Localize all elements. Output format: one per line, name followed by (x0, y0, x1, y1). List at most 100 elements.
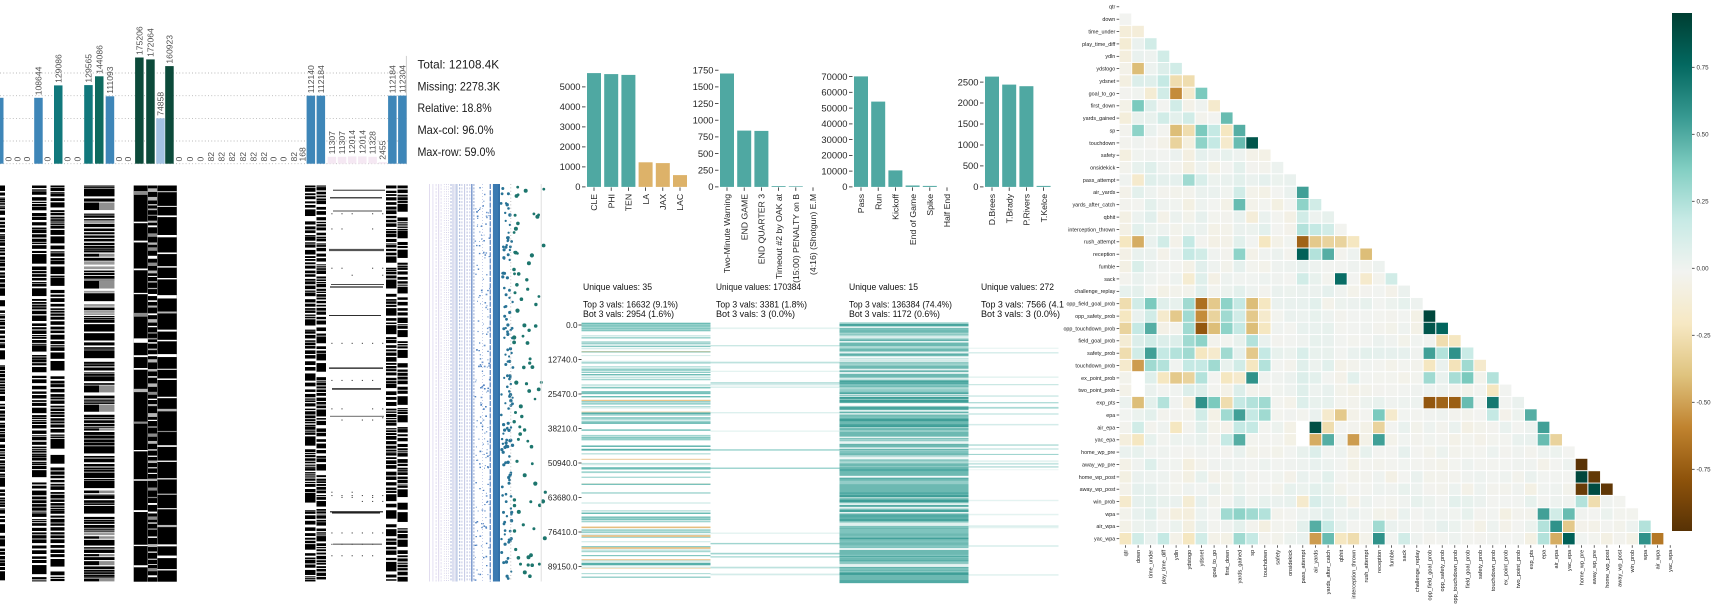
svg-text:0.25: 0.25 (1697, 199, 1710, 206)
svg-text:first_down: first_down (1091, 104, 1116, 110)
svg-text:sack: sack (1104, 277, 1115, 283)
svg-text:LA: LA (641, 194, 651, 205)
svg-text:away_wp_pre: away_wp_pre (1082, 462, 1115, 468)
svg-text:play_time_diff: play_time_diff (1082, 42, 1116, 48)
svg-text:11328: 11328 (368, 131, 378, 154)
svg-text:yards_gained: yards_gained (1083, 116, 1115, 122)
svg-text:5000: 5000 (560, 81, 581, 92)
svg-text:Total: 12108.4K: Total: 12108.4K (418, 59, 500, 72)
svg-text:Max-col: 96.0%: Max-col: 96.0% (418, 124, 494, 137)
svg-text:rush_attempt: rush_attempt (1084, 240, 1116, 246)
svg-text:Timeout #2 by OAK at: Timeout #2 by OAK at (774, 193, 784, 279)
svg-text:111093: 111093 (105, 66, 115, 94)
svg-text:down: down (1136, 550, 1142, 563)
svg-text:home_wp_pre: home_wp_pre (1081, 450, 1115, 456)
svg-text:0: 0 (4, 157, 14, 162)
svg-text:500: 500 (698, 148, 714, 159)
svg-text:Spike: Spike (925, 194, 935, 216)
svg-text:12014: 12014 (347, 130, 357, 154)
svg-text:ydsnet: ydsnet (1199, 549, 1205, 566)
svg-text:sp: sp (1110, 128, 1116, 134)
svg-text:1500: 1500 (693, 81, 714, 92)
svg-text:11307: 11307 (327, 131, 337, 154)
svg-text:20000: 20000 (821, 150, 847, 161)
svg-text:qtr: qtr (1123, 550, 1129, 557)
svg-text:60000: 60000 (821, 87, 847, 98)
svg-text:2500: 2500 (958, 76, 979, 87)
svg-text:wpa: wpa (1643, 549, 1649, 561)
svg-text:Bot 3 vals: 2954 (1.6%): Bot 3 vals: 2954 (1.6%) (583, 309, 674, 319)
svg-text:Top 3 vals: 7566 (4.1: Top 3 vals: 7566 (4.1 (981, 299, 1064, 309)
svg-text:76410.0: 76410.0 (548, 528, 578, 537)
svg-text:qtr: qtr (1109, 5, 1115, 11)
svg-text:opp_safety_prob: opp_safety_prob (1075, 314, 1115, 320)
svg-text:0: 0 (43, 157, 53, 162)
svg-text:onsidekick: onsidekick (1090, 166, 1115, 172)
svg-text:Half End: Half End (942, 194, 952, 227)
svg-text:Two-Minute Warning: Two-Minute Warning (722, 194, 732, 274)
svg-text:epa: epa (1106, 413, 1115, 419)
svg-text:yac_wpa: yac_wpa (1094, 537, 1115, 543)
svg-text:3000: 3000 (560, 121, 581, 132)
svg-text:yac_wpa: yac_wpa (1668, 549, 1674, 572)
svg-text:50000: 50000 (821, 102, 847, 113)
svg-text:sack: sack (1402, 550, 1408, 562)
svg-text:opp_field_goal_prob: opp_field_goal_prob (1428, 550, 1434, 601)
svg-text:safety_prob: safety_prob (1087, 351, 1115, 357)
svg-text:82: 82 (238, 152, 248, 162)
svg-text:Pass: Pass (856, 193, 866, 213)
svg-text:Kickoff: Kickoff (891, 193, 901, 220)
svg-text:40000: 40000 (821, 118, 847, 129)
svg-text:89150.0: 89150.0 (548, 562, 578, 571)
svg-text:0.50: 0.50 (1697, 132, 1710, 139)
svg-text:opp_safety_prob: opp_safety_prob (1440, 550, 1446, 592)
svg-text:30000: 30000 (821, 134, 847, 145)
svg-text:P.Rivers: P.Rivers (1022, 193, 1032, 225)
svg-text:160923: 160923 (165, 35, 175, 64)
svg-text:first_down: first_down (1225, 550, 1231, 576)
svg-text:pass_attempt: pass_attempt (1301, 549, 1307, 583)
svg-text:-0.75: -0.75 (1697, 467, 1712, 474)
svg-text:Relative: 18.8%: Relative: 18.8% (418, 102, 492, 115)
svg-text:T.Brady: T.Brady (1004, 193, 1014, 223)
svg-text:(15:00) PENALTY on B: (15:00) PENALTY on B (791, 194, 801, 283)
svg-text:0: 0 (278, 157, 288, 162)
svg-text:108644: 108644 (34, 66, 44, 95)
svg-text:END QUARTER 3: END QUARTER 3 (757, 194, 767, 264)
svg-text:63680.0: 63680.0 (548, 493, 578, 502)
svg-text:pass_attempt: pass_attempt (1083, 178, 1116, 184)
svg-text:air_yards: air_yards (1093, 190, 1115, 196)
svg-text:safety_prob: safety_prob (1478, 550, 1484, 579)
svg-text:1750: 1750 (693, 64, 714, 75)
svg-text:field_goal_prob: field_goal_prob (1466, 550, 1472, 588)
svg-text:goal_to_go: goal_to_go (1089, 91, 1116, 97)
svg-text:rush_attempt: rush_attempt (1364, 549, 1370, 582)
svg-text:82: 82 (289, 152, 299, 162)
svg-text:112184: 112184 (316, 65, 326, 93)
svg-text:Bot 3 vals: 1172 (0.6%): Bot 3 vals: 1172 (0.6%) (849, 309, 940, 319)
svg-text:Missing: 2278.3K: Missing: 2278.3K (418, 80, 501, 93)
svg-text:11307: 11307 (337, 131, 347, 154)
svg-text:two_point_prob: two_point_prob (1516, 550, 1522, 588)
svg-text:opp_touchdown_prob: opp_touchdown_prob (1063, 326, 1115, 332)
svg-text:0: 0 (72, 157, 82, 162)
svg-text:112140: 112140 (306, 65, 316, 93)
svg-text:0: 0 (123, 157, 133, 162)
svg-text:wpa: wpa (1104, 512, 1115, 518)
svg-text:air_epa: air_epa (1097, 425, 1115, 431)
svg-text:air_epa: air_epa (1554, 549, 1560, 569)
svg-text:play_time_diff: play_time_diff (1161, 549, 1167, 584)
svg-text:2000: 2000 (560, 141, 581, 152)
svg-text:yac_epa: yac_epa (1567, 549, 1573, 571)
svg-text:Top 3 vals: 3381 (1.8%): Top 3 vals: 3381 (1.8%) (716, 299, 807, 309)
svg-text:touchdown: touchdown (1263, 550, 1269, 577)
svg-text:END GAME: END GAME (739, 194, 749, 241)
svg-text:0: 0 (842, 181, 847, 192)
svg-text:field_goal_prob: field_goal_prob (1078, 339, 1115, 345)
svg-text:win_prob: win_prob (1630, 550, 1636, 574)
svg-text:250: 250 (698, 164, 714, 175)
svg-text:50940.0: 50940.0 (548, 459, 578, 468)
svg-text:onsidekick: onsidekick (1288, 550, 1294, 576)
svg-text:away_wp_post: away_wp_post (1618, 549, 1624, 586)
svg-text:Unique values: 170384: Unique values: 170384 (716, 282, 802, 293)
